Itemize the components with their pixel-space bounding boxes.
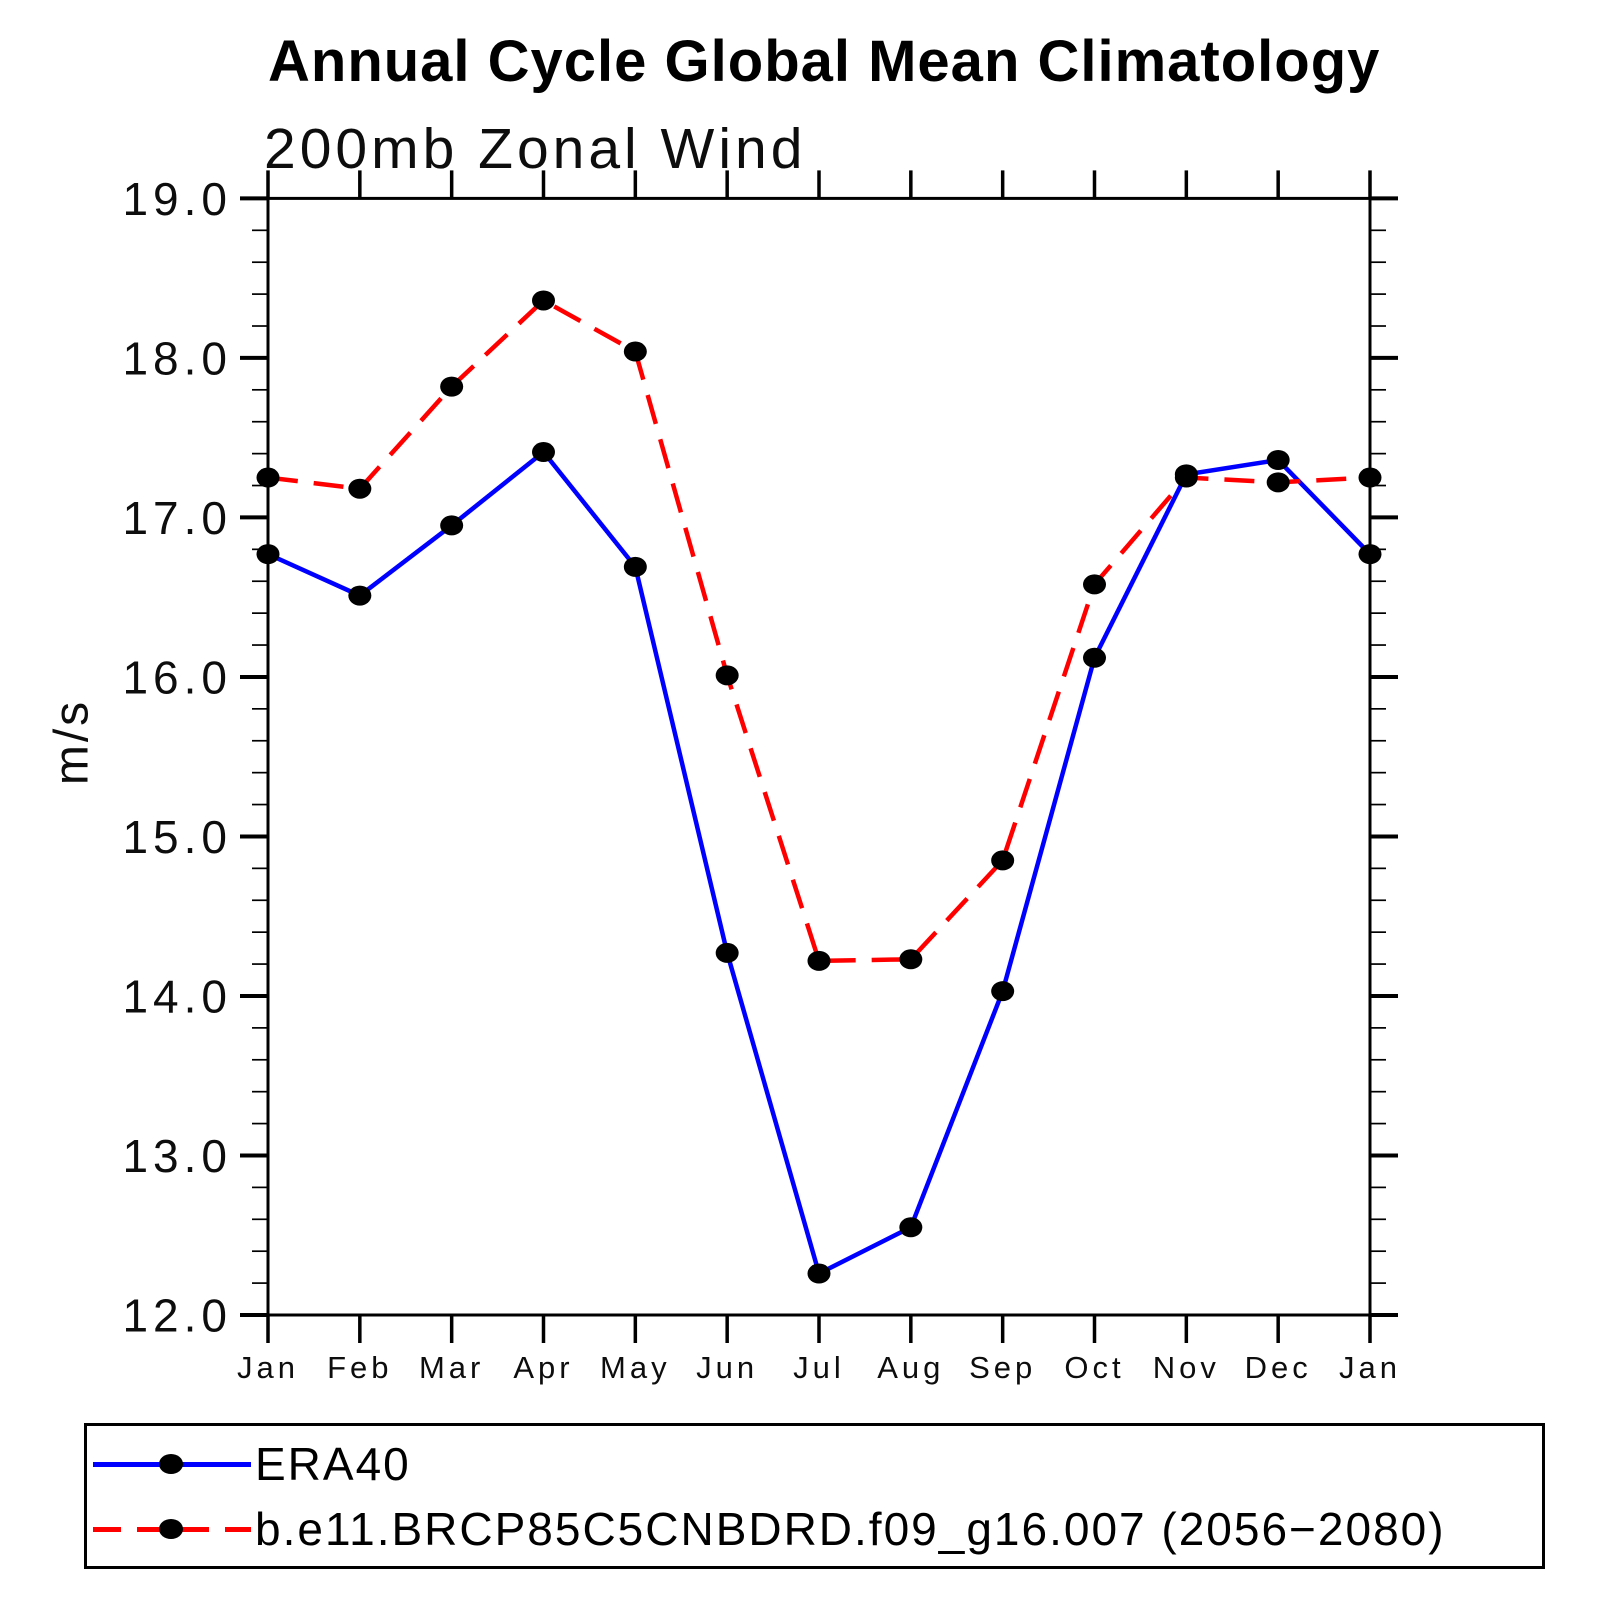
month-label: Apr — [513, 1350, 573, 1385]
legend-label-era40: ERA40 — [255, 1438, 411, 1490]
month-label: Aug — [877, 1350, 944, 1385]
month-label: Nov — [1153, 1350, 1220, 1385]
data-point-marker-era40 — [440, 515, 464, 536]
y-tick-label: 14.0 — [122, 970, 232, 1022]
era40-line-sample — [93, 1454, 251, 1474]
data-point-marker-model — [348, 478, 372, 499]
y-tick-label: 18.0 — [122, 332, 232, 384]
data-point-marker-model — [991, 850, 1015, 871]
y-tick-label: 17.0 — [122, 492, 232, 544]
y-tick-label: 19.0 — [122, 173, 232, 225]
chart-subtitle: 200mb Zonal Wind — [264, 117, 807, 181]
month-label: Jan — [1339, 1350, 1401, 1385]
plot-border — [266, 196, 1372, 1317]
legend-item-era40: ERA40 — [93, 1438, 411, 1490]
month-label: Jan — [237, 1350, 299, 1385]
data-point-marker-model — [1358, 467, 1382, 488]
data-point-marker-era40 — [532, 442, 555, 463]
data-point-marker-era40 — [807, 1263, 831, 1284]
legend-item-model: b.e11.BRCP85C5CNBDRD.f09_g16.007 (2056−2… — [93, 1503, 1446, 1555]
model-marker-icon — [159, 1519, 183, 1539]
series-line-era40 — [267, 448, 1372, 1277]
data-point-marker-era40 — [348, 585, 372, 606]
data-point-marker-model — [1083, 574, 1106, 595]
legend-label-model: b.e11.BRCP85C5CNBDRD.f09_g16.007 (2056−2… — [255, 1503, 1446, 1555]
data-point-marker-era40 — [899, 1217, 923, 1238]
era40-marker-icon — [159, 1454, 183, 1474]
data-point-marker-model — [440, 376, 464, 397]
model-line-sample — [93, 1519, 251, 1539]
month-label: Dec — [1245, 1350, 1312, 1385]
data-point-marker-era40 — [991, 981, 1015, 1002]
month-label: Jul — [793, 1350, 845, 1385]
y-tick-label: 15.0 — [122, 811, 232, 863]
month-label: May — [600, 1350, 671, 1385]
data-point-marker-model — [899, 949, 923, 970]
chart-title: Annual Cycle Global Mean Climatology — [268, 29, 1381, 94]
month-label: Mar — [419, 1350, 484, 1385]
month-label: Feb — [327, 1350, 392, 1385]
data-point-marker-model — [256, 467, 280, 488]
data-point-marker-era40 — [1358, 544, 1382, 565]
y-tick-label: 16.0 — [122, 651, 232, 703]
data-point-marker-model — [1174, 467, 1198, 488]
data-point-marker-era40 — [715, 942, 739, 963]
legend-box: ERA40 b.e11.BRCP85C5CNBDRD.f09_g16.007 (… — [84, 1423, 1545, 1569]
data-point-marker-era40 — [256, 544, 280, 565]
data-point-marker-model — [623, 341, 647, 362]
y-tick-label: 13.0 — [122, 1130, 232, 1182]
month-label: Sep — [969, 1350, 1036, 1385]
data-point-marker-era40 — [623, 556, 647, 577]
series-line-model — [267, 297, 1371, 964]
month-label: Oct — [1064, 1350, 1124, 1385]
y-tick-label: 12.0 — [122, 1290, 232, 1342]
data-point-marker-model — [715, 665, 739, 686]
data-point-marker-era40 — [1266, 450, 1290, 471]
data-point-marker-model — [532, 290, 555, 311]
data-point-marker-model — [807, 950, 831, 971]
data-point-marker-era40 — [1083, 647, 1106, 668]
month-label: Jun — [696, 1350, 758, 1385]
data-point-marker-model — [1266, 472, 1290, 493]
